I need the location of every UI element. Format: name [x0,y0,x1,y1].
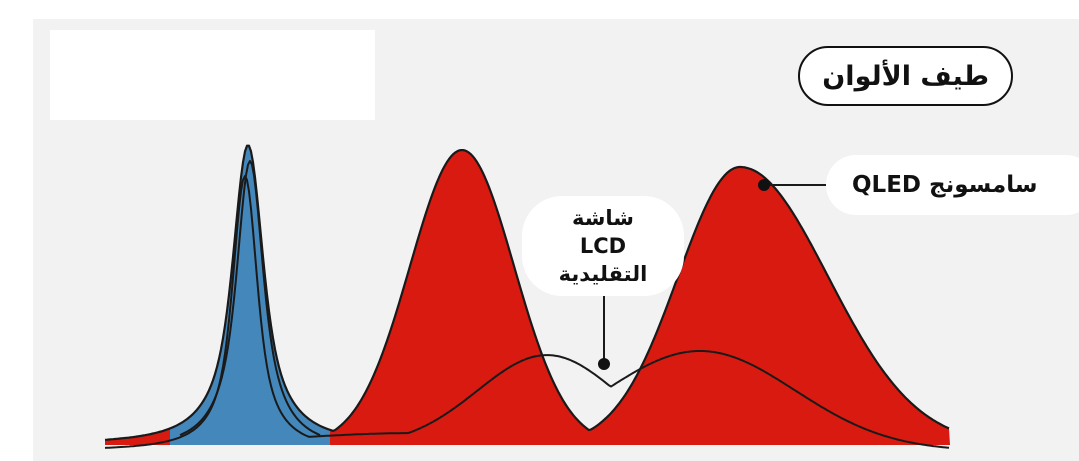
blue-inner-curve [179,160,321,437]
lcd-curve [104,175,950,449]
spectrum-fill [105,145,950,445]
qled-curve [104,144,950,441]
lcd-label: شاشة LCD التقليدية [522,196,684,296]
markers [598,179,826,370]
lcd-marker-dot [598,358,610,370]
lcd-label-line-1: شاشة [572,206,634,230]
curves [104,144,950,449]
lcd-label-line-2: LCD [579,234,627,258]
blank-panel [50,30,375,120]
blue-peak-fill [170,145,330,445]
qled-label: سامسونج QLED [826,155,1079,215]
lcd-label-line-3: التقليدية [558,262,648,286]
qled-marker-dot [758,179,770,191]
page-title: طيف الألوان [798,46,1013,106]
spectrum-gradient-area [105,145,950,445]
